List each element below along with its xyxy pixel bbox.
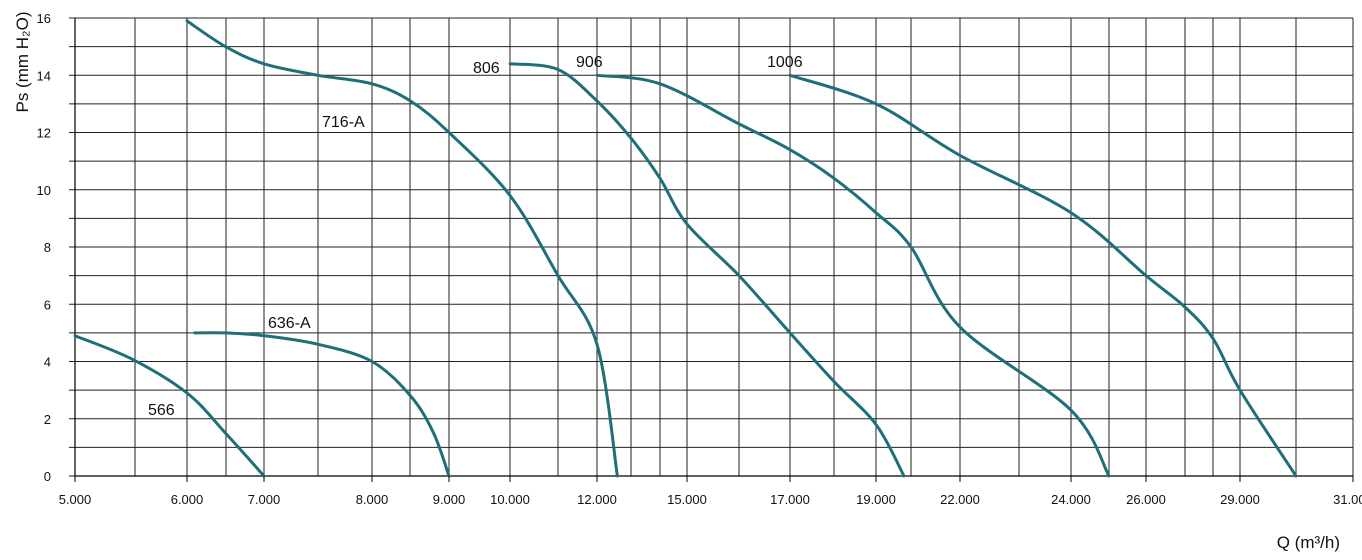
y-tick-label: 6 xyxy=(44,297,51,312)
x-tick-label: 19.000 xyxy=(856,492,896,507)
x-axis-title: Q (m³/h) xyxy=(1277,533,1340,552)
series-curve-806 xyxy=(508,62,906,478)
x-tick-label: 31.000 xyxy=(1333,492,1362,507)
y-tick-label: 10 xyxy=(37,183,51,198)
x-tick-label: 6.000 xyxy=(171,492,204,507)
x-tick-label: 12.000 xyxy=(577,492,617,507)
series-curve-716-a xyxy=(185,19,619,478)
series-curve-1006 xyxy=(788,73,1298,478)
series-curve-566 xyxy=(73,334,266,478)
x-tick-label: 26.000 xyxy=(1126,492,1166,507)
x-tick-label: 22.000 xyxy=(940,492,980,507)
x-tick-label: 29.000 xyxy=(1220,492,1260,507)
y-tick-label: 0 xyxy=(44,469,51,484)
y-tick-label: 2 xyxy=(44,412,51,427)
x-tick-label: 7.000 xyxy=(248,492,281,507)
series-curve-636-a xyxy=(193,331,451,478)
x-tick-label: 9.000 xyxy=(433,492,466,507)
series-label-906: 906 xyxy=(576,54,603,71)
series-label-566: 566 xyxy=(148,402,175,419)
x-tick-label: 17.000 xyxy=(770,492,810,507)
tick-labels: 5.000 6.000 7.000 8.000 9.000 10.000 12.000 15.… xyxy=(37,11,1362,507)
x-tick-label: 8.000 xyxy=(356,492,389,507)
y-tick-label: 4 xyxy=(44,355,51,370)
y-tick-label: 14 xyxy=(37,68,51,83)
series-label-716-a: 716-A xyxy=(322,114,365,131)
y-tick-label: 8 xyxy=(44,240,51,255)
y-axis-title: Ps (mm H₂O) xyxy=(13,11,32,112)
grid xyxy=(69,17,1354,477)
y-tick-label: 12 xyxy=(37,126,51,141)
series-label-1006: 1006 xyxy=(767,54,803,71)
x-tick-label: 5.000 xyxy=(59,492,92,507)
curves xyxy=(73,19,1298,478)
x-tick-label: 10.000 xyxy=(490,492,530,507)
series-label-806: 806 xyxy=(473,60,500,77)
y-tick-label: 16 xyxy=(37,11,51,26)
x-tick-label: 15.000 xyxy=(667,492,707,507)
series-labels: 566 636-A 716-A 806 906 1006 xyxy=(148,54,803,419)
series-curve-906 xyxy=(595,73,1111,478)
x-tick-label: 24.000 xyxy=(1051,492,1091,507)
series-label-636-a: 636-A xyxy=(268,315,311,332)
